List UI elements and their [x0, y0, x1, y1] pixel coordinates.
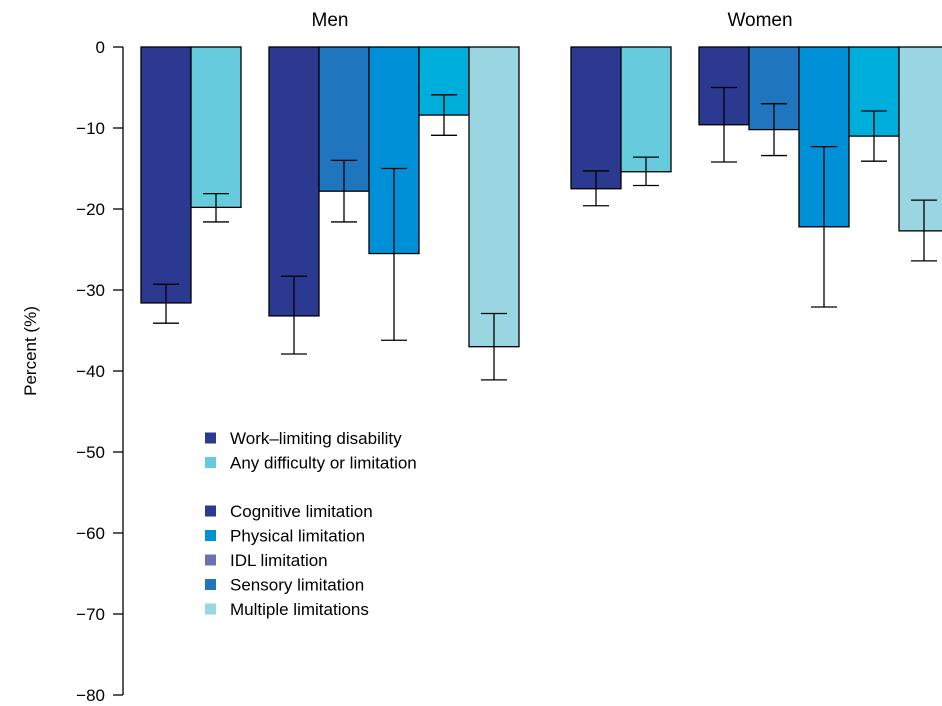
legend-label: Multiple limitations — [230, 600, 369, 619]
legend-swatch — [205, 530, 216, 541]
y-tick-label: −30 — [76, 281, 105, 300]
panel-titles: Men Women — [312, 10, 793, 31]
y-axis-title: Percent (%) — [21, 306, 40, 396]
bars — [140, 46, 942, 381]
y-tick-label: −80 — [76, 686, 105, 705]
legend-label: Work–limiting disability — [230, 429, 402, 448]
legend-swatch — [205, 505, 216, 517]
legend-swatch — [205, 579, 216, 590]
y-tick-label: 0 — [96, 38, 105, 57]
y-tick-label: −10 — [76, 119, 105, 138]
bar — [140, 46, 192, 304]
bar — [620, 46, 672, 173]
legend-label: Any difficulty or limitation — [230, 454, 417, 473]
legend-label: IDL limitation — [230, 551, 328, 570]
y-tick-label: −70 — [76, 605, 105, 624]
y-tick-label: −40 — [76, 362, 105, 381]
bar — [898, 46, 942, 232]
y-tick-label: −20 — [76, 200, 105, 219]
bar — [468, 46, 520, 348]
legend-label: Physical limitation — [230, 527, 365, 546]
legend-swatch — [205, 432, 216, 444]
legend-swatch — [205, 554, 216, 566]
legend: Work–limiting disability Any difficulty o… — [205, 429, 417, 619]
legend-label: Cognitive limitation — [230, 502, 373, 521]
panel-title: Women — [727, 10, 792, 31]
y-axis: 0 −10 −20 −30 −40 −50 −60 −70 −80 — [76, 38, 124, 705]
legend-swatch — [205, 457, 216, 468]
bar — [190, 46, 242, 209]
bar — [570, 46, 622, 190]
y-tick-label: −50 — [76, 443, 105, 462]
panel-title: Men — [312, 10, 349, 31]
legend-swatch — [205, 603, 216, 615]
legend-label: Sensory limitation — [230, 576, 364, 595]
y-tick-label: −60 — [76, 524, 105, 543]
